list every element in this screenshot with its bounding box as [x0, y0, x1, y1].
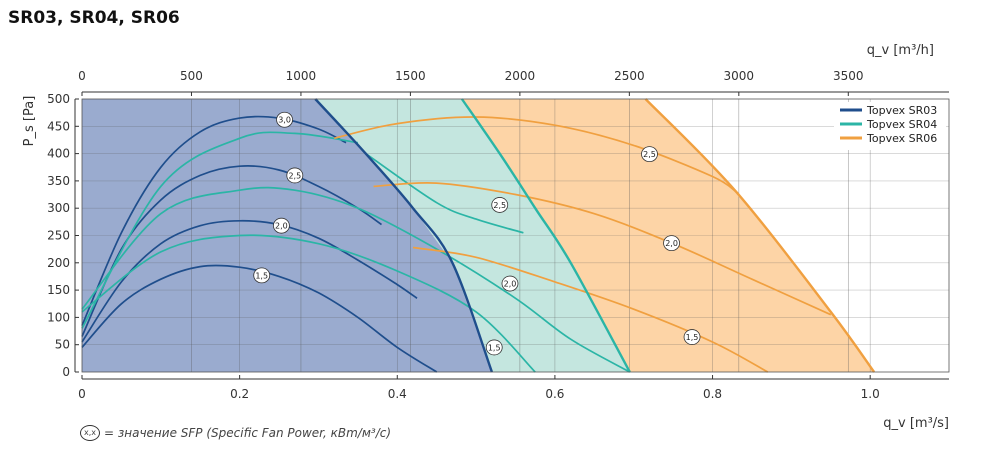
x2-tick-label: 0 [78, 69, 86, 83]
y-tick-label: 250 [47, 229, 70, 243]
sfp-curve-3-0 [81, 131, 359, 329]
sfp-label: 1,5 [488, 343, 501, 352]
x2-tick-label: 2000 [505, 69, 536, 83]
sfp-label-circle [663, 235, 680, 252]
x-tick-label: 1.0 [861, 387, 880, 401]
sfp-curve-2-5 [334, 116, 737, 193]
sfp-label-circle [683, 329, 701, 345]
boundary-line [644, 98, 876, 373]
chart-title: SR03, SR04, SR06 [8, 8, 180, 28]
sfp-note-symbol: x,x [80, 425, 100, 441]
sfp-label: 2,5 [288, 171, 301, 180]
boundary-line [314, 98, 494, 373]
sfp-label: 2,0 [665, 239, 678, 248]
legend-label: Topvex SR04 [866, 118, 937, 131]
sfp-label: 2,0 [504, 280, 517, 289]
sfp-label-circle [501, 275, 519, 292]
sfp-curve-2-0 [373, 181, 832, 316]
sfp-note: x,x = значение SFP (Specific Fan Power, … [80, 425, 391, 441]
x2-tick-label: 2500 [614, 69, 645, 83]
y-tick-label: 0 [62, 365, 70, 379]
x2-axis-label: q_v [m³/h] [867, 43, 934, 58]
axes-layer: 0 0.2 0.4 0.6 0.8 1.00 500 1000 1500 2000 2500 3000… [22, 43, 950, 431]
x2-tick-label: 3000 [724, 69, 755, 83]
y-tick-label: 100 [47, 310, 70, 324]
sfp-label-circle [276, 111, 293, 128]
y-tick-label: 300 [47, 201, 70, 215]
sfp-label: 2,0 [275, 222, 288, 231]
sfp-label: 2,5 [493, 201, 506, 210]
sfp-curve-1-5 [365, 152, 524, 234]
y-tick-label: 450 [47, 119, 70, 133]
fill-area-topvex-sr03 [82, 99, 492, 372]
sfp-label-circle [253, 267, 271, 284]
sfp-label-circle [641, 146, 658, 163]
x2-tick-label: 500 [180, 69, 203, 83]
x-tick-label: 0.2 [230, 387, 249, 401]
sfp-label-circle [273, 217, 290, 234]
y-tick-label: 200 [47, 256, 70, 270]
sfp-curve-1-5 [412, 246, 769, 373]
x-tick-label: 0.6 [545, 387, 564, 401]
sfp-label: 2,5 [643, 150, 656, 159]
sfp-label: 3,0 [278, 116, 291, 125]
x-tick-label: 0 [78, 387, 86, 401]
legend-label: Topvex SR03 [866, 104, 937, 117]
sfp-curve-2-0 [81, 234, 536, 373]
y-axis-label: P_s [Pa] [22, 96, 37, 147]
x-axis-label: q_v [m³/s] [883, 416, 949, 431]
sfp-label: 1,5 [686, 333, 699, 342]
x-tick-label: 0.8 [703, 387, 722, 401]
sfp-label: 1,5 [255, 271, 268, 280]
curves-layer [81, 115, 832, 373]
y-tick-label: 150 [47, 283, 70, 297]
fill-areas [82, 99, 875, 372]
y-tick-label: 500 [47, 92, 70, 106]
sfp-label-circle [485, 339, 503, 356]
x-tick-label: 0.4 [388, 387, 407, 401]
y-tick-label: 400 [47, 147, 70, 161]
plot-frame [81, 98, 950, 373]
sfp-curve-2-0 [81, 219, 418, 343]
sfp-curve-3-0 [81, 115, 347, 326]
x2-tick-label: 3500 [833, 69, 864, 83]
x2-tick-label: 1500 [395, 69, 426, 83]
sfp-label-circle [286, 167, 304, 184]
sfp-labels: 3,0 2,5 2,0 1,5 2,5 2,0 1,5 2,5 2,0 1,5 [253, 111, 701, 356]
y-tick-label: 350 [47, 174, 70, 188]
sfp-note-text: = значение SFP (Specific Fan Power, кВm/… [104, 426, 392, 440]
legend-label: Topvex SR06 [866, 132, 937, 145]
boundary-line [460, 98, 631, 373]
y-tick-label: 50 [55, 338, 70, 352]
sfp-curve-2-5 [81, 186, 631, 373]
x2-tick-label: 1000 [286, 69, 317, 83]
boundary-layer [314, 98, 876, 373]
sfp-label-circle [491, 197, 509, 213]
